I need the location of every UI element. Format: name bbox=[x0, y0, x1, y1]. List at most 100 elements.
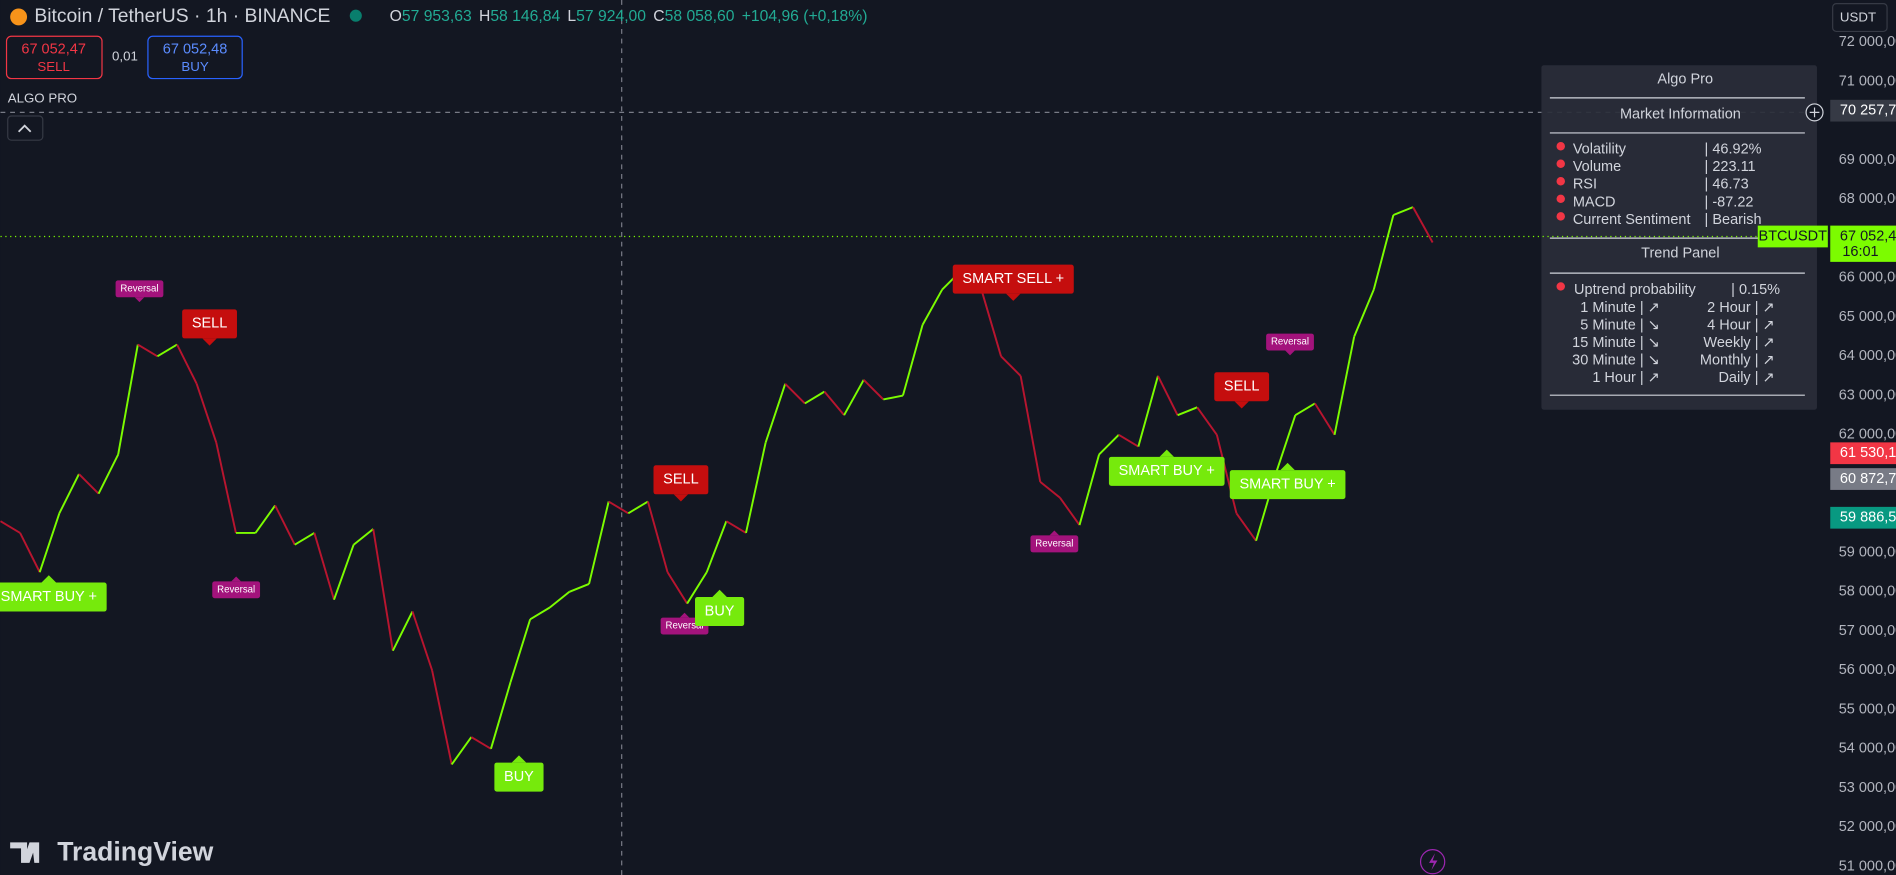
trend-cell: Monthly | ↗ bbox=[1700, 353, 1775, 369]
price-marker bbox=[1830, 99, 1896, 122]
signal-label: BUY bbox=[504, 769, 534, 785]
price-marker bbox=[1830, 468, 1896, 490]
alert-icon[interactable] bbox=[1419, 849, 1446, 875]
signal-label: SELL bbox=[1224, 379, 1259, 395]
y-tick-label: 58 000,00 bbox=[1839, 584, 1896, 600]
price-segment bbox=[1098, 434, 1120, 456]
trend-cell: Weekly | ↗ bbox=[1703, 335, 1774, 351]
y-tick-label: 56 000,00 bbox=[1839, 662, 1896, 678]
ohlc-label: C bbox=[653, 8, 664, 25]
sell-price: 67 052,47 bbox=[21, 41, 86, 57]
signal-box bbox=[1229, 470, 1346, 500]
price-segment bbox=[372, 528, 394, 651]
pin-icon bbox=[1556, 194, 1565, 204]
price-segment bbox=[705, 520, 728, 573]
price-segment bbox=[1118, 433, 1139, 448]
currency: USDT bbox=[1840, 10, 1876, 25]
price-segment bbox=[745, 442, 767, 534]
sell-label: SELL bbox=[37, 59, 70, 74]
price-segment bbox=[294, 532, 315, 546]
signal-label: Reversal bbox=[1035, 538, 1073, 549]
logo-text: TradingView bbox=[57, 836, 213, 866]
market-name: RSI bbox=[1573, 177, 1597, 193]
price-segment bbox=[1333, 336, 1356, 435]
ohlc-label: L bbox=[567, 8, 576, 25]
price-segment bbox=[764, 383, 787, 443]
price-segment bbox=[117, 344, 139, 455]
signal-box bbox=[1266, 333, 1314, 351]
signal-box bbox=[653, 465, 709, 495]
market-value: | 223.11 bbox=[1705, 159, 1756, 175]
price-segment bbox=[588, 501, 610, 585]
pin-icon bbox=[1556, 159, 1565, 168]
price-segment bbox=[391, 610, 414, 652]
market-name: Volatility bbox=[1573, 142, 1627, 158]
price-segment bbox=[529, 606, 551, 621]
price-segment bbox=[1137, 375, 1159, 447]
y-tick-label: 68 000,00 bbox=[1839, 191, 1896, 207]
sell-button[interactable] bbox=[5, 35, 103, 80]
market-name: Current Sentiment bbox=[1573, 212, 1691, 228]
market-name: Volume bbox=[1573, 159, 1621, 175]
signal-label: SMART BUY + bbox=[1119, 463, 1215, 479]
signal-label: SELL bbox=[663, 472, 698, 488]
price-segment bbox=[176, 344, 198, 385]
signal-pointer bbox=[1159, 449, 1175, 457]
signal-pointer bbox=[1049, 530, 1060, 536]
ohlc-value: 57 953,63 bbox=[402, 8, 472, 25]
market-value: | 46.92% bbox=[1705, 142, 1762, 158]
price-marker-label: 59 886,5 bbox=[1840, 510, 1896, 526]
signal-box bbox=[494, 762, 544, 792]
price-segment bbox=[980, 289, 1002, 357]
signal-box bbox=[694, 597, 745, 627]
market-title: Market Information bbox=[1620, 107, 1741, 123]
market-value: | Bearish bbox=[1705, 212, 1762, 228]
price-segment bbox=[137, 343, 158, 358]
price-marker bbox=[1830, 506, 1896, 529]
overlay: Bitcoin / TetherUS · 1h · BINANCE 67 052… bbox=[5, 3, 1888, 875]
pin-icon bbox=[1556, 142, 1565, 151]
signal-label: Reversal bbox=[217, 584, 255, 595]
price-segment bbox=[509, 618, 532, 683]
price-segment bbox=[646, 501, 669, 573]
collapse-button[interactable] bbox=[7, 115, 44, 141]
price-segment bbox=[1196, 406, 1218, 436]
price-segment bbox=[627, 500, 649, 515]
y-tick-label: 62 000,00 bbox=[1839, 427, 1896, 443]
y-tick-label: 65 000,00 bbox=[1839, 309, 1896, 325]
signal: BUY bbox=[694, 589, 745, 627]
bolt bbox=[1429, 853, 1438, 871]
y-tick-label: 64 000,00 bbox=[1839, 348, 1896, 364]
price-segment bbox=[863, 379, 885, 401]
uptrend-value: | 0.15% bbox=[1731, 282, 1780, 298]
buy-button[interactable] bbox=[147, 35, 243, 80]
logo-mark bbox=[10, 842, 40, 863]
currency-button[interactable] bbox=[1832, 3, 1888, 33]
price-segment bbox=[1019, 375, 1042, 483]
buy-price: 67 052,48 bbox=[163, 41, 228, 57]
price-segment bbox=[1353, 289, 1375, 338]
price-segment bbox=[1314, 402, 1336, 436]
price-marker bbox=[1830, 225, 1896, 262]
signal-pointer bbox=[1006, 293, 1021, 301]
signal-label: SMART SELL + bbox=[962, 271, 1064, 287]
y-tick-label: 69 000,00 bbox=[1839, 152, 1896, 168]
signal-label: Reversal bbox=[665, 621, 703, 632]
price-segment bbox=[804, 390, 825, 405]
signal: Reversal bbox=[1266, 333, 1314, 356]
ohlc-label: H bbox=[479, 8, 490, 25]
signal-box bbox=[1030, 535, 1079, 553]
trend-cell: 5 Minute | ↘ bbox=[1580, 318, 1660, 334]
signal-pointer bbox=[511, 755, 527, 763]
panel-title: Algo Pro bbox=[1657, 72, 1713, 88]
trend-cell: 1 Hour | ↗ bbox=[1592, 370, 1660, 386]
price-segment bbox=[666, 571, 688, 605]
signal-label: SELL bbox=[192, 316, 227, 332]
y-tick-label: 63 000,00 bbox=[1839, 387, 1896, 403]
signal-pointer bbox=[1285, 350, 1295, 356]
signal: SELL bbox=[653, 465, 709, 502]
chevron bbox=[17, 124, 32, 133]
market-value: | -87.22 bbox=[1705, 194, 1754, 210]
